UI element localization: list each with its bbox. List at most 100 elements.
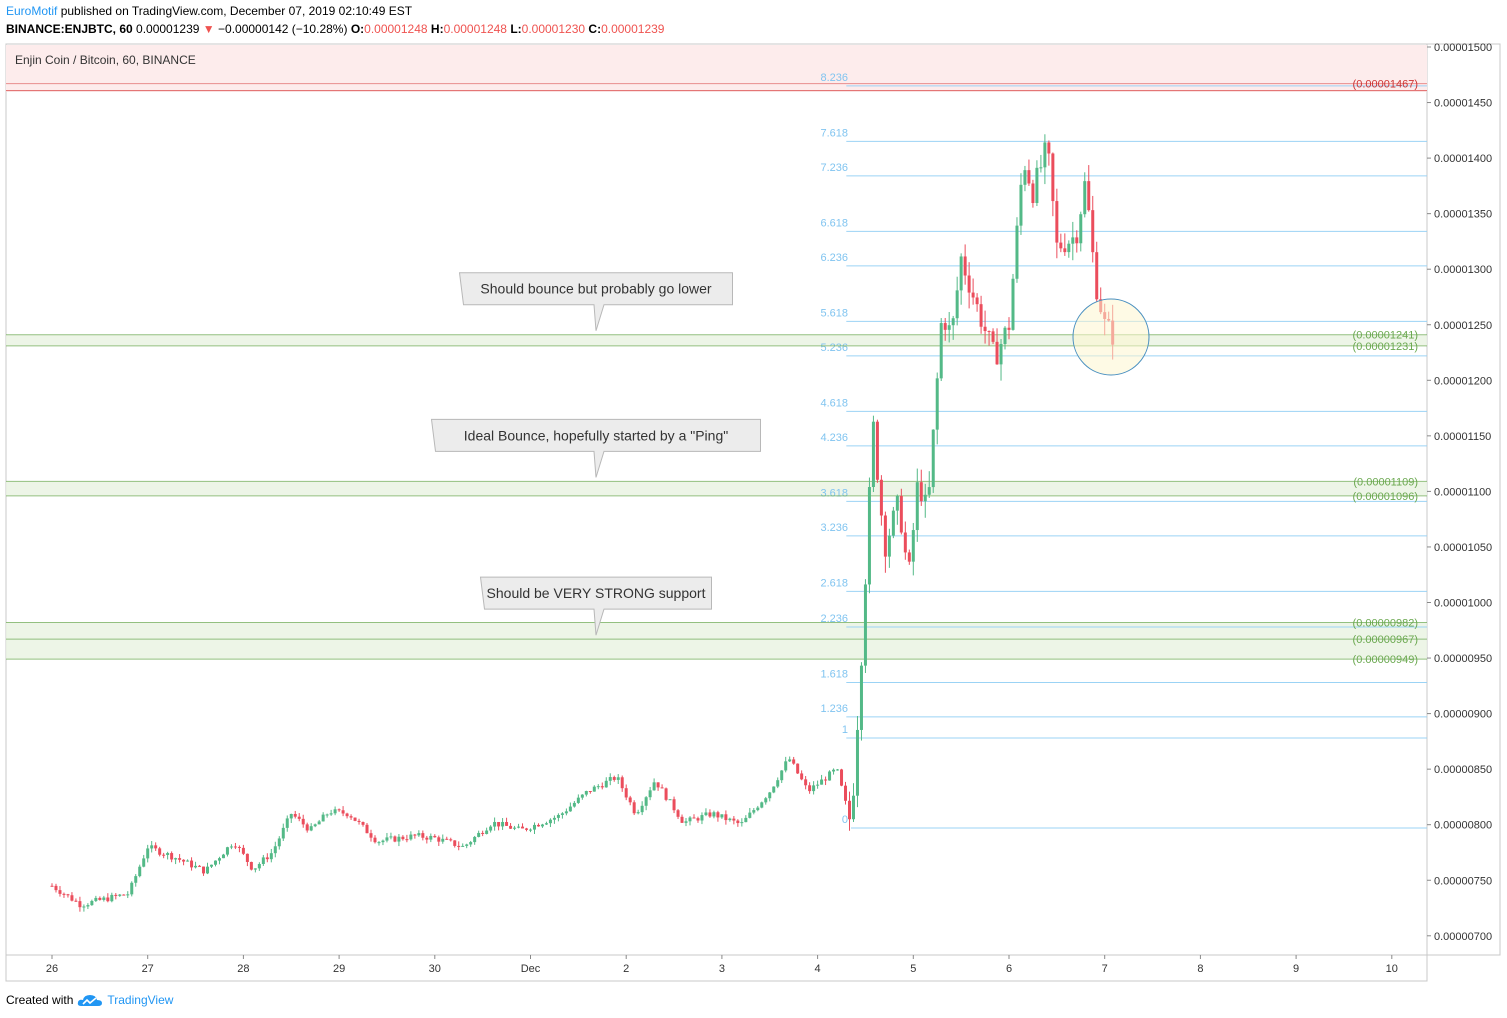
candle-body xyxy=(58,890,62,894)
candle-body xyxy=(867,487,871,585)
callout-bubble xyxy=(479,576,712,636)
candle-body xyxy=(521,826,525,829)
candle-body xyxy=(656,782,660,788)
x-tick-label: Dec xyxy=(521,963,541,975)
candle-body xyxy=(636,812,640,814)
candle-body xyxy=(855,729,859,796)
low-label: L: xyxy=(510,22,522,36)
price-change: −0.00000142 (−10.28%) xyxy=(218,22,348,36)
tradingview-link[interactable]: TradingView xyxy=(107,993,174,1007)
callout-bubble xyxy=(458,272,733,331)
candle-body xyxy=(86,905,90,907)
candle-body xyxy=(600,786,604,788)
close-value: 0.00001239 xyxy=(601,22,665,36)
candle-body xyxy=(206,866,210,874)
x-tick-label: 4 xyxy=(815,963,821,975)
candle-body xyxy=(907,552,911,562)
candle-body xyxy=(768,792,772,799)
candle-body xyxy=(106,897,110,902)
candle-body xyxy=(935,378,939,430)
y-tick-label: 0.00000800 xyxy=(1434,820,1492,832)
annotation-callout[interactable]: Ideal Bounce, hopefully started by a "Pi… xyxy=(430,418,761,478)
candle-body xyxy=(345,813,349,817)
price-tag: (0.00000982) xyxy=(1353,617,1418,629)
candle-body xyxy=(269,853,273,860)
candle-body xyxy=(616,777,620,780)
price-tag: (0.00001231) xyxy=(1353,341,1418,353)
candle-body xyxy=(130,882,134,895)
y-tick-label: 0.00000900 xyxy=(1434,709,1492,721)
annotation-callout[interactable]: Should bounce but probably go lower xyxy=(458,272,733,331)
candle-body xyxy=(273,846,277,854)
candle-body xyxy=(624,788,628,798)
candle-body xyxy=(664,788,668,800)
candle-body xyxy=(277,838,281,847)
candle-body xyxy=(716,812,720,818)
candle-body xyxy=(919,482,923,502)
candle-body xyxy=(808,785,812,792)
candle-body xyxy=(285,818,289,828)
y-tick-label: 0.00001450 xyxy=(1434,98,1492,110)
candle-body xyxy=(780,770,784,781)
candle-body xyxy=(672,799,676,811)
candle-body xyxy=(134,876,138,883)
candle-body xyxy=(875,421,879,480)
candle-body xyxy=(696,818,700,821)
candle-body xyxy=(465,844,469,846)
candle-body xyxy=(844,785,848,801)
open-value: 0.00001248 xyxy=(364,22,428,36)
x-tick-label: 9 xyxy=(1293,963,1299,975)
callout-text: Should be VERY STRONG support xyxy=(487,585,706,601)
candle-body xyxy=(229,846,233,848)
y-tick-label: 0.00001050 xyxy=(1434,542,1492,554)
candle-body xyxy=(194,865,198,868)
candle-body xyxy=(509,825,513,829)
fib-label: 5.236 xyxy=(820,342,848,354)
candle-body xyxy=(170,853,174,860)
candle-body xyxy=(891,510,895,536)
price-tag: (0.00000967) xyxy=(1353,634,1418,646)
candle-body xyxy=(441,838,445,842)
candle-body xyxy=(142,858,146,867)
candle-body xyxy=(744,817,748,823)
candle-body xyxy=(126,894,130,896)
fib-label: 6.236 xyxy=(820,252,848,264)
candle-body xyxy=(357,820,361,823)
candle-body xyxy=(548,819,552,824)
author-link[interactable]: EuroMotif xyxy=(6,4,58,18)
callout-text: Should bounce but probably go lower xyxy=(480,281,712,297)
price-tag: (0.00000949) xyxy=(1353,654,1418,666)
candle-body xyxy=(501,821,505,827)
candle-body xyxy=(485,830,489,834)
publish-info: published on TradingView.com, December 0… xyxy=(60,4,413,18)
candle-body xyxy=(329,813,333,815)
support-zone xyxy=(6,481,1427,496)
candle-body xyxy=(760,802,764,808)
candle-body xyxy=(883,515,887,557)
candle-body xyxy=(1079,214,1083,244)
candle-body xyxy=(851,795,855,820)
y-tick-label: 0.00000700 xyxy=(1434,931,1492,943)
annotation-callout[interactable]: Should be VERY STRONG support xyxy=(479,576,712,636)
high-label: H: xyxy=(430,22,444,36)
candle-body xyxy=(253,868,257,870)
candle-body xyxy=(305,824,309,831)
candle-body xyxy=(963,256,967,276)
candle-body xyxy=(397,836,401,842)
candle-body xyxy=(186,860,190,862)
candle-body xyxy=(732,818,736,821)
candle-body xyxy=(257,863,261,869)
candle-body xyxy=(959,256,963,291)
candle-body xyxy=(401,836,405,840)
fib-label: 6.618 xyxy=(820,217,848,229)
candle-body xyxy=(158,848,162,855)
candle-body xyxy=(50,885,54,887)
candle-body xyxy=(489,826,493,831)
candle-body xyxy=(680,816,684,823)
candle-body xyxy=(824,779,828,781)
chart-title: Enjin Coin / Bitcoin, 60, BINANCE xyxy=(15,53,196,67)
candle-body xyxy=(939,323,943,379)
candle-body xyxy=(349,816,353,818)
candle-body xyxy=(1047,142,1051,154)
